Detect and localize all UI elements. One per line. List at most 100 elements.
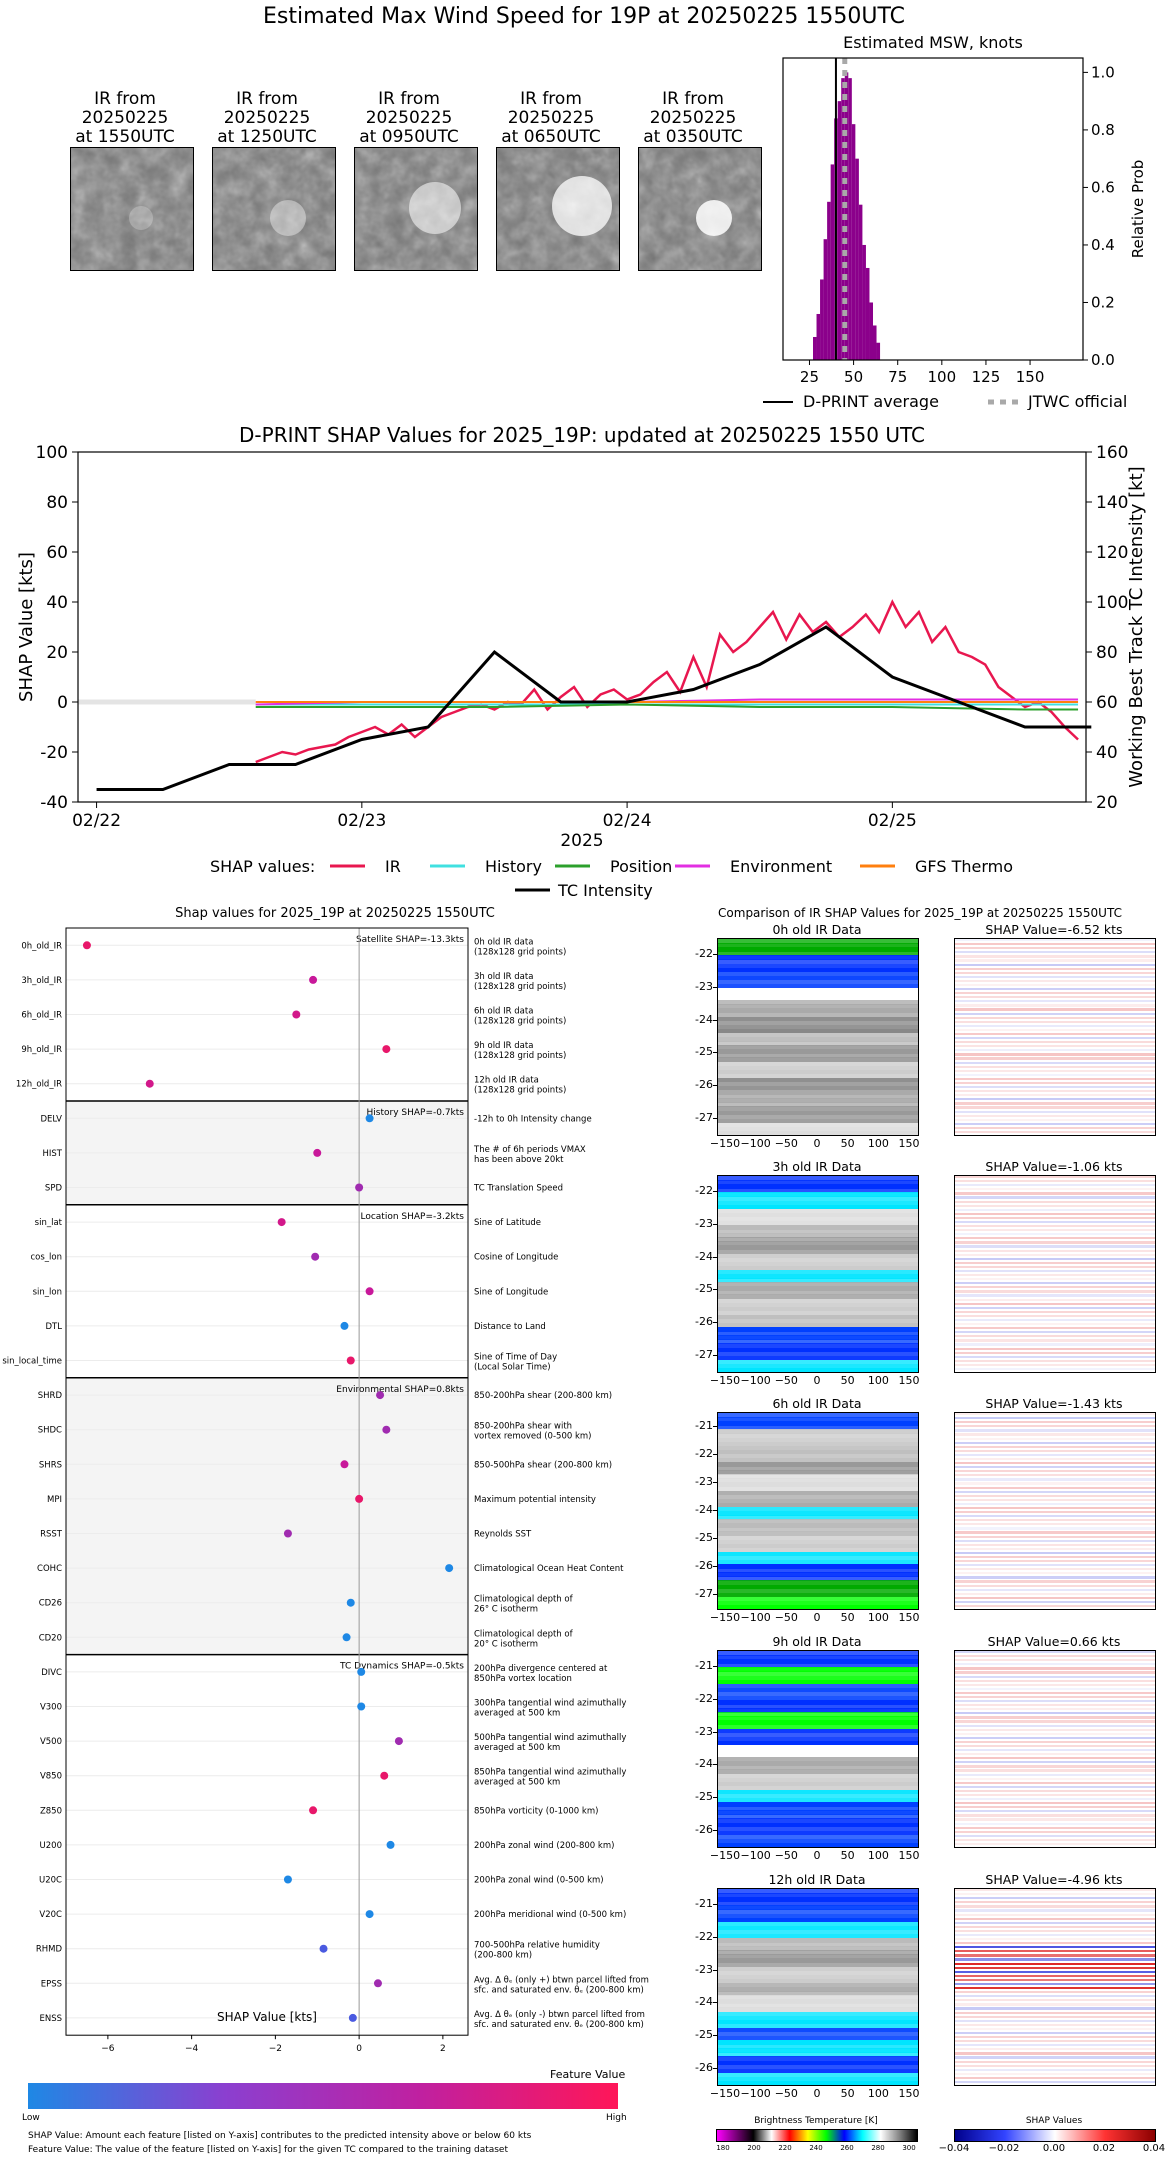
shap-band	[955, 1600, 1155, 1604]
feature-desc: 200hPa zonal wind (200-800 km)	[474, 1841, 614, 1851]
shap-band	[955, 1893, 1155, 1896]
x-tick-label: 100	[928, 368, 957, 386]
ir-x-tick-label: −50	[774, 1374, 798, 1387]
ir-y-tick	[713, 1256, 717, 1258]
shap-band	[955, 2023, 1155, 2026]
ir-band	[718, 1413, 918, 1418]
shap-data-image	[954, 1175, 1156, 1373]
shap-band	[955, 1225, 1155, 1228]
ir-x-tick-label: −150	[709, 1137, 741, 1150]
histogram-bar	[858, 204, 863, 360]
timeline-title: D-PRINT SHAP Values for 2025_19P: update…	[239, 423, 925, 447]
ir-band	[718, 1220, 918, 1226]
feature-desc: sfc. and saturated env. θₑ (200-800 km)	[474, 2020, 644, 2030]
shap-band	[955, 1261, 1155, 1264]
y-tick-label: 0.0	[1091, 351, 1115, 369]
x-tick-label: 02/22	[72, 811, 121, 831]
ir-thumb-svg	[639, 148, 761, 270]
ir-thumb-caption-line: IR from	[520, 89, 582, 109]
shap-band	[955, 1679, 1155, 1682]
feature-label: SHDC	[38, 1426, 62, 1436]
ir-band	[718, 1769, 918, 1774]
shap-point	[309, 975, 318, 984]
shap-point	[346, 1356, 355, 1365]
ir-y-tick-label: -23	[695, 1962, 713, 1976]
shap-band	[955, 1208, 1155, 1211]
shap-point	[445, 1564, 454, 1573]
shap-band	[955, 1942, 1155, 1945]
shap-band	[955, 2076, 1155, 2080]
shap-band	[955, 1278, 1155, 1281]
feature-label: sin_lon	[33, 1287, 62, 1297]
shap-band	[955, 1445, 1155, 1448]
ir-band	[718, 1604, 918, 1609]
shap-point	[340, 1460, 349, 1469]
feature-desc: Reynolds SST	[474, 1530, 532, 1540]
shap-band	[955, 1580, 1155, 1583]
feature-desc: 850hPa vortex location	[474, 1674, 572, 1684]
shap-band	[955, 1777, 1155, 1780]
ir-band	[718, 1720, 918, 1725]
shap-band	[955, 1016, 1155, 1019]
shap-band	[955, 2080, 1155, 2084]
ir-thumb-image	[638, 147, 762, 271]
histogram-bar	[865, 267, 870, 360]
ir-x-tick-label: −150	[709, 2087, 741, 2100]
feature-desc: 500hPa tangential wind azimuthally	[474, 1733, 626, 1743]
ir-y-tick	[713, 1969, 717, 1971]
x-tick-label: 150	[1016, 368, 1045, 386]
shap-band	[955, 1917, 1155, 1920]
histogram-bar	[830, 164, 835, 360]
histogram-bar	[848, 78, 852, 360]
ir-band	[718, 1278, 918, 1283]
ir-band	[718, 2064, 918, 2070]
shap-band	[955, 1830, 1155, 1833]
shap-band	[955, 1061, 1155, 1064]
ir-band	[718, 2007, 918, 2012]
ir-band	[718, 1363, 918, 1369]
shap-band	[955, 1667, 1155, 1670]
shap-band	[955, 1576, 1155, 1579]
feature-label: SHRS	[39, 1460, 62, 1470]
shap-band	[955, 1286, 1155, 1289]
x-tick-label: 02/24	[603, 811, 652, 831]
ir-band	[718, 1781, 918, 1787]
shap-band	[955, 1663, 1155, 1666]
ir-y-tick-label: -21	[695, 1659, 713, 1673]
ir-y-tick-label: -25	[695, 1531, 713, 1544]
shap-band	[955, 1958, 1155, 1961]
ir-band	[718, 2068, 918, 2074]
shap-band	[955, 1749, 1155, 1752]
msw-histogram-chart: Estimated MSW, knots 25 50 75 100 125 150 0.0 0.…	[763, 33, 1147, 410]
shap-band	[955, 1106, 1155, 1109]
shap-point	[357, 1702, 366, 1711]
shap-band	[955, 1331, 1155, 1334]
shap-band	[955, 1954, 1155, 1957]
feature-label: MPI	[47, 1495, 62, 1505]
y-tick-label: 0	[57, 693, 68, 713]
ir-x-tick-label: 50	[840, 1374, 855, 1387]
ir-band	[718, 943, 918, 948]
ir-y-tick	[713, 1797, 717, 1798]
shap-band	[955, 1298, 1155, 1301]
feature-label: ENSS	[39, 2014, 62, 2024]
ir-band	[718, 1555, 918, 1561]
feature-desc: Climatological Ocean Heat Content	[474, 1564, 624, 1574]
ir-band	[718, 1535, 918, 1541]
feature-desc: Maximum potential intensity	[474, 1495, 596, 1505]
feature-label: 12h_old_IR	[16, 1080, 62, 1090]
bt-tick-label: 300	[902, 2144, 916, 2152]
ir-thumb-caption-line: IR from	[378, 89, 440, 109]
ir-band	[718, 1212, 918, 1218]
shap-band	[955, 2015, 1155, 2018]
shap-band	[955, 1946, 1155, 1949]
y-tick-label: 0.2	[1091, 293, 1115, 311]
histogram-bar	[816, 313, 821, 360]
feature-label: RSST	[40, 1530, 63, 1540]
ir-band	[718, 1008, 918, 1013]
ir-thumb-caption-line: 20250225	[81, 108, 169, 128]
ir-band	[718, 1982, 918, 1988]
shap-band	[955, 1302, 1155, 1305]
shap-point	[309, 1806, 318, 1815]
ir-band	[718, 1893, 918, 1898]
